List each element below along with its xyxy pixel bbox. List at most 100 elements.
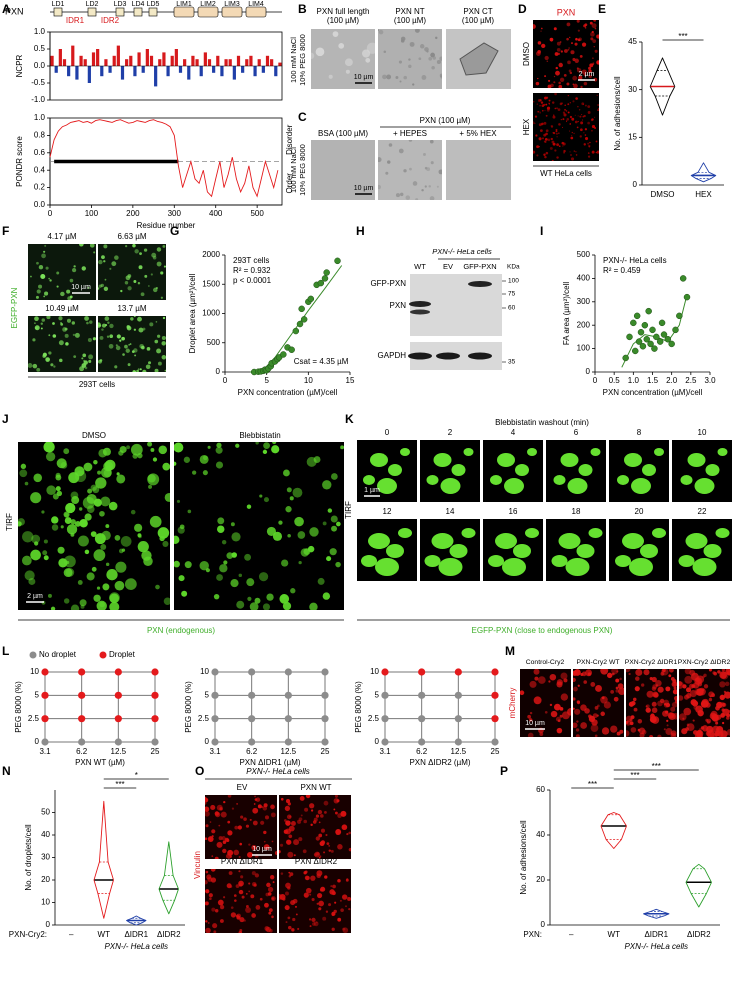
label: HEX [522, 118, 531, 135]
image-feature [101, 530, 111, 541]
x-tick-label: ΔIDR1 [644, 930, 668, 939]
image-feature [580, 128, 583, 132]
point [653, 333, 660, 341]
micrograph [98, 244, 166, 300]
image-feature [590, 724, 599, 732]
state-dot [114, 668, 122, 676]
image-feature [573, 722, 578, 728]
image-feature [284, 905, 290, 911]
image-feature [574, 42, 578, 46]
state-dot [418, 668, 426, 676]
band [410, 309, 430, 315]
image-feature [251, 871, 256, 876]
image-feature [262, 603, 271, 610]
image-feature [573, 697, 576, 701]
adhesion [553, 475, 566, 485]
image-feature [587, 121, 590, 125]
image-feature [259, 897, 263, 901]
label: LIM3 [224, 1, 240, 8]
y-tick-label: 500 [207, 338, 221, 347]
label: 75 [508, 291, 516, 298]
image-feature [303, 871, 307, 875]
image-feature [574, 114, 576, 116]
y-axis-label: NCPR [15, 54, 24, 77]
micrograph [483, 440, 543, 502]
image-feature [270, 812, 276, 818]
image-feature [536, 51, 541, 56]
significance-label: *** [652, 762, 661, 771]
micrograph [546, 440, 606, 502]
label: 0 [385, 428, 390, 437]
image-feature [575, 37, 578, 41]
image-feature [279, 594, 290, 604]
y-tick-label: 30 [41, 853, 50, 862]
image-feature [43, 555, 49, 561]
point [626, 333, 633, 341]
image-feature [160, 296, 163, 299]
footer-label: PXN-/- HeLa cells [624, 942, 688, 951]
image-feature [674, 699, 677, 704]
image-feature [130, 509, 136, 515]
image-feature [295, 913, 298, 916]
image-feature [318, 907, 322, 911]
image-feature [403, 169, 407, 173]
image-feature [587, 672, 591, 676]
image-feature [288, 871, 291, 874]
image-feature [309, 602, 318, 610]
image-feature [345, 905, 347, 908]
image-feature [174, 442, 184, 453]
label: LD2 [86, 1, 99, 8]
image-feature [263, 844, 270, 850]
image-feature [324, 810, 327, 814]
micrograph [174, 442, 344, 610]
image-feature [128, 343, 130, 346]
label: LIM2 [200, 1, 216, 8]
image-feature [150, 447, 155, 452]
image-feature [74, 332, 80, 338]
image-feature [626, 669, 631, 673]
image-feature [552, 115, 556, 119]
state-dot [491, 738, 499, 746]
image-feature [529, 718, 533, 722]
image-feature [540, 30, 542, 32]
image-feature [543, 103, 546, 107]
y-tick-label: -0.5 [31, 78, 45, 87]
image-feature [134, 523, 143, 532]
state-dot [248, 715, 256, 723]
image-feature [269, 928, 273, 933]
image-feature [72, 267, 77, 273]
image-feature [214, 909, 219, 913]
image-feature [212, 923, 218, 929]
state-dot [151, 738, 159, 746]
image-feature [18, 518, 25, 526]
image-feature [347, 896, 351, 901]
image-feature [563, 678, 568, 683]
image-feature [214, 811, 221, 818]
state-dot [248, 738, 256, 746]
adhesion [368, 533, 390, 549]
state-dot [321, 691, 329, 699]
image-feature [290, 900, 296, 906]
y-tick-label: 2.5 [198, 714, 210, 723]
image-feature [721, 721, 725, 725]
image-feature [689, 689, 697, 698]
image-feature [137, 281, 141, 285]
image-feature [537, 99, 541, 102]
image-feature [266, 526, 276, 536]
y-tick-label: 2000 [202, 250, 220, 259]
image-feature [162, 316, 166, 320]
point [300, 316, 308, 323]
image-feature [205, 889, 210, 894]
image-feature [105, 324, 108, 327]
image-feature [264, 902, 269, 908]
image-feature [222, 848, 227, 854]
label: 35 [508, 359, 516, 366]
image-feature [594, 127, 597, 129]
image-feature [560, 672, 568, 680]
image-feature [331, 891, 336, 896]
image-feature [244, 553, 252, 561]
panel-letter: M [505, 644, 515, 658]
image-feature [534, 676, 539, 681]
image-feature [378, 29, 384, 35]
image-feature [139, 368, 142, 371]
